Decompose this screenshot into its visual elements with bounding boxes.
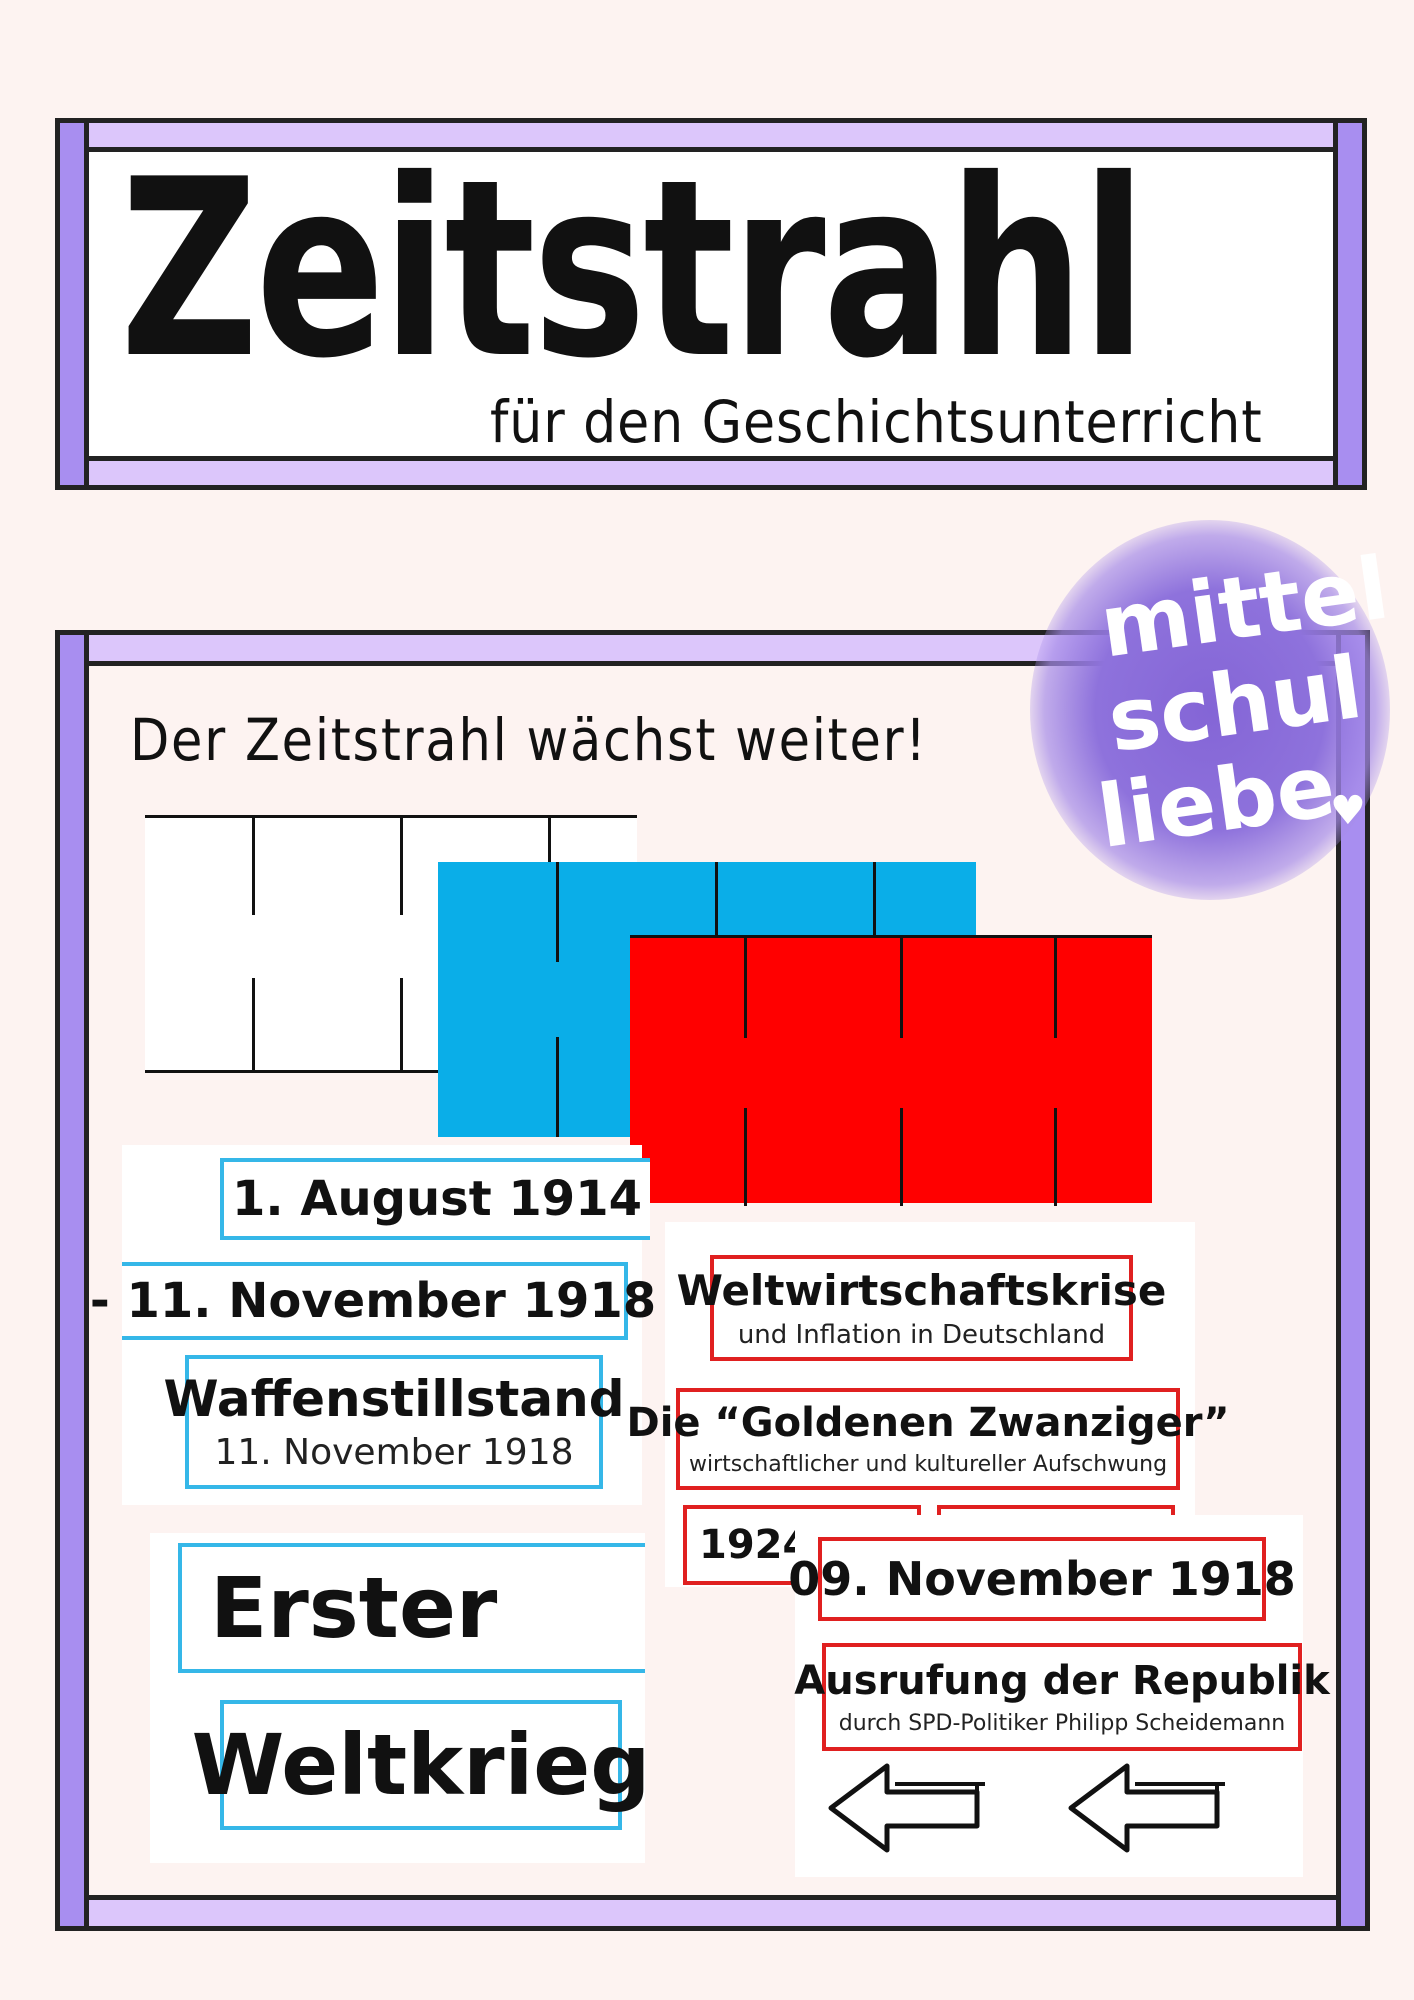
- section-heading: Der Zeitstrahl wächst weiter!: [130, 706, 928, 774]
- header-frame-bottom: [55, 456, 1365, 490]
- main-frame-bottom: [55, 1895, 1370, 1931]
- label-golden-twenties: Die “Goldenen Zwanziger” wirtschaftliche…: [627, 1388, 1230, 1490]
- label-wwi-end: - 11. November 1918: [90, 1262, 656, 1340]
- timeline-block-red: [630, 935, 1152, 1206]
- header-inner: [84, 147, 1338, 461]
- page-subtitle: für den Geschichtsunterricht: [490, 388, 1263, 456]
- header-frame-right: [1333, 118, 1367, 490]
- heart-icon: ♥: [1330, 788, 1366, 834]
- page-title: Zeitstrahl: [120, 127, 1147, 412]
- left-arrow-icon: [1068, 1763, 1225, 1853]
- label-crisis: Weltwirtschaftskrise und Inflation in De…: [677, 1255, 1166, 1361]
- left-arrow-icon: [828, 1763, 985, 1853]
- label-erster: Erster: [178, 1543, 645, 1673]
- label-armistice: Waffenstillstand 11. November 1918: [164, 1355, 625, 1489]
- label-wwi-start: 1. August 1914: [220, 1158, 650, 1240]
- label-republic-date: 09. November 1918: [788, 1537, 1296, 1621]
- label-weltkrieg: Weltkrieg: [192, 1700, 650, 1830]
- label-republic: Ausrufung der Republik durch SPD-Politik…: [794, 1643, 1330, 1751]
- logo-mittelschulliebe: mittel schul liebe ♥: [1030, 520, 1395, 900]
